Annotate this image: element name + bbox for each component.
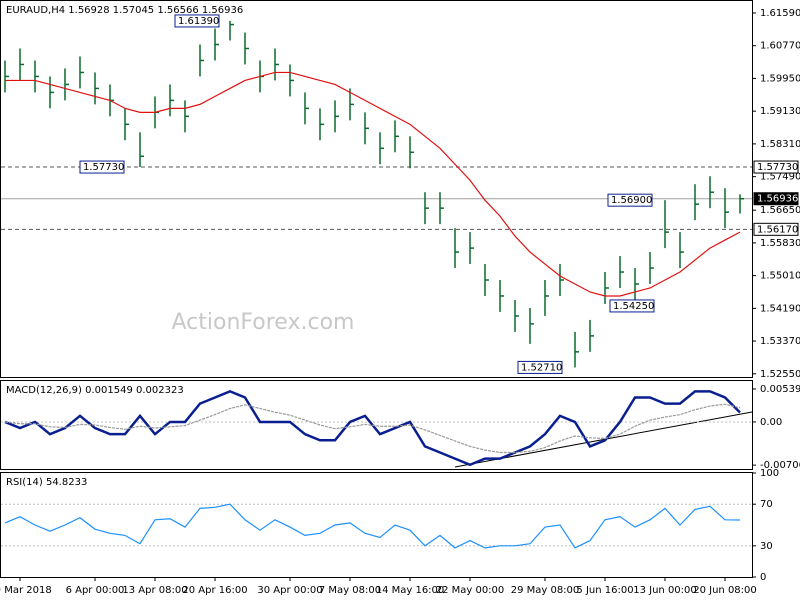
y-tick-label: 0.005398 [760, 384, 800, 395]
annotation: 1.56900 [611, 195, 652, 206]
level-label-box [753, 192, 799, 206]
level-label: 1.57730 [757, 162, 798, 173]
y-tick-label: -0.007064 [760, 460, 800, 471]
y-tick-label: 100 [760, 468, 779, 479]
price-pane [0, 0, 753, 378]
y-tick-label: 1.55830 [760, 238, 800, 249]
y-tick-label: 1.59950 [760, 73, 800, 84]
series-line [4, 390, 741, 467]
pane-title: EURAUD,H4 1.56928 1.57045 1.56566 1.5693… [6, 5, 243, 16]
y-tick-label: 1.53370 [760, 336, 800, 347]
x-tick-label: 22 May 00:00 [436, 585, 505, 596]
y-tick-label: 1.52550 [760, 369, 800, 380]
y-tick-label: 0.00 [760, 417, 782, 428]
annotation-box [517, 360, 563, 374]
x-tick-label: 6 Apr 00:00 [66, 585, 125, 596]
y-tick-label: 1.58310 [760, 139, 800, 150]
y-tick-label: 1.56650 [760, 205, 800, 216]
annotation-box [174, 14, 220, 28]
rsi-pane [0, 472, 753, 578]
annotation-box [607, 193, 653, 207]
series-line [5, 71, 741, 297]
watermark: ActionForex.com [172, 310, 355, 335]
y-tick-label: 30 [760, 541, 773, 552]
y-tick-label: 0 [760, 572, 766, 583]
series-line [4, 403, 741, 454]
x-tick-label: 20 Jun 08:00 [693, 585, 757, 596]
y-tick-label: 1.57490 [760, 172, 800, 183]
level-label: 1.56170 [757, 224, 798, 235]
x-tick-label: 13 Jun 00:00 [633, 585, 697, 596]
x-tick-label: 29 Mar 2018 [0, 585, 52, 596]
annotation: 1.54250 [613, 301, 654, 312]
x-tick-label: 13 Apr 08:00 [122, 585, 187, 596]
x-tick-label: 5 Jun 16:00 [576, 585, 633, 596]
x-tick-label: 7 May 08:00 [319, 585, 381, 596]
annotation: 1.57730 [83, 162, 124, 173]
x-tick-label: 29 May 08:00 [511, 585, 580, 596]
annotation-box [609, 299, 655, 313]
x-tick-label: 30 Apr 00:00 [257, 585, 322, 596]
pane-title: RSI(14) 54.8233 [6, 477, 87, 488]
macd-pane [0, 380, 753, 470]
y-tick-label: 1.55010 [760, 271, 800, 282]
pane-title: MACD(12,26,9) 0.001549 0.002323 [6, 385, 184, 396]
y-tick-label: 1.60770 [760, 41, 800, 52]
series-line [4, 503, 741, 549]
annotation-box [79, 160, 125, 174]
level-label: 1.56936 [757, 194, 798, 205]
x-tick-label: 20 Apr 16:00 [182, 585, 247, 596]
annotation: 1.52710 [521, 362, 562, 373]
annotation: 1.61390 [178, 16, 219, 27]
y-tick-label: 70 [760, 499, 773, 510]
y-tick-label: 1.59130 [760, 106, 800, 117]
y-tick-label: 1.54190 [760, 303, 800, 314]
level-label-box [753, 160, 799, 174]
x-tick-label: 14 May 16:00 [376, 585, 445, 596]
y-tick-label: 1.61590 [760, 8, 800, 19]
level-label-box [753, 222, 799, 236]
